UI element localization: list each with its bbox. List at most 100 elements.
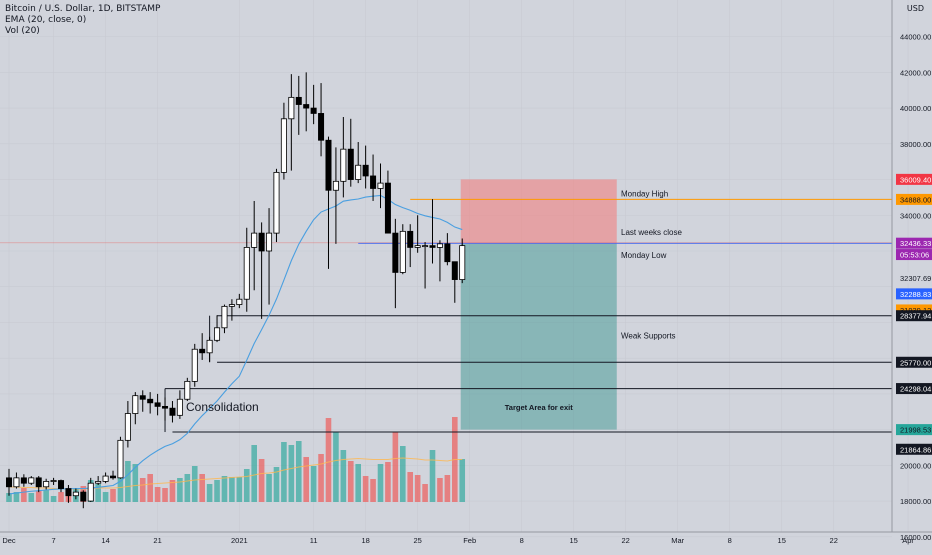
candle-body[interactable] <box>28 477 35 484</box>
volume-bar <box>117 476 124 502</box>
volume-bar <box>191 466 198 502</box>
candle-body[interactable] <box>340 148 347 182</box>
candle-body[interactable] <box>214 327 221 341</box>
x-axis-tick-label: 8 <box>520 536 524 545</box>
candle-body[interactable] <box>370 175 377 189</box>
candle-body[interactable] <box>147 398 154 404</box>
candle-body[interactable] <box>332 180 339 191</box>
candle-body[interactable] <box>407 230 414 248</box>
candle-body[interactable] <box>266 232 273 252</box>
volume-bar <box>318 454 324 502</box>
volume-bar <box>251 445 257 502</box>
tag-32436-bg <box>896 237 932 249</box>
candle-body[interactable] <box>65 488 72 497</box>
candle-body[interactable] <box>384 182 391 234</box>
candle-body[interactable] <box>58 480 65 489</box>
candle-body[interactable] <box>251 232 258 248</box>
candle-body[interactable] <box>243 247 250 300</box>
candle-body[interactable] <box>35 477 42 488</box>
candle-body[interactable] <box>50 480 57 482</box>
candle-body[interactable] <box>414 245 421 248</box>
currency-label[interactable]: USD <box>906 4 924 13</box>
candle-body[interactable] <box>347 148 354 180</box>
candle-body[interactable] <box>325 139 332 191</box>
candle-body[interactable] <box>355 164 362 180</box>
candle-body[interactable] <box>221 305 228 329</box>
candle-body[interactable] <box>117 439 124 479</box>
x-axis-tick-label: Apr <box>902 536 914 545</box>
candle-body[interactable] <box>124 413 131 441</box>
candle-body[interactable] <box>303 104 310 109</box>
candle-body[interactable] <box>451 261 458 280</box>
tag-32436: 32436.33 <box>900 239 931 248</box>
candle-body[interactable] <box>288 96 295 120</box>
volume-bar <box>35 491 42 502</box>
candle-body[interactable] <box>392 232 399 273</box>
candle-body[interactable] <box>139 395 146 400</box>
candle-body[interactable] <box>87 482 94 502</box>
monday-low-label: Monday Low <box>621 251 667 260</box>
candle-body[interactable] <box>80 491 87 502</box>
candle-body[interactable] <box>154 402 161 407</box>
volume-bar <box>362 476 369 502</box>
candle-body[interactable] <box>162 405 169 409</box>
tag-36009: 36009.40 <box>900 175 931 184</box>
candle-body[interactable] <box>429 245 436 248</box>
candle-body[interactable] <box>199 348 206 354</box>
candle-body[interactable] <box>422 245 429 248</box>
volume-bar <box>243 469 250 502</box>
tag-32288-bg <box>896 288 932 300</box>
candle-body[interactable] <box>13 477 20 488</box>
candle-body[interactable] <box>258 232 265 252</box>
candle-body[interactable] <box>318 113 325 141</box>
x-axis-tick-label: 8 <box>728 536 732 545</box>
tag-24298-bg <box>896 383 932 395</box>
target-zone[interactable] <box>460 243 617 430</box>
candle-body[interactable] <box>20 477 27 484</box>
volume-bar <box>169 480 176 502</box>
y-axis-tick-label: 18000.00 <box>900 497 931 506</box>
candle-body[interactable] <box>377 182 384 189</box>
volume-bar <box>206 484 213 502</box>
tag-34888-bg <box>896 193 932 205</box>
volume-indicator-label[interactable]: Vol (20) <box>5 26 40 36</box>
candle-body[interactable] <box>72 491 79 497</box>
tag-28377-bg <box>896 310 932 322</box>
tag-countdown-bg <box>896 249 932 261</box>
volume-bar <box>43 490 49 502</box>
volume-bar <box>273 467 280 502</box>
volume-bar <box>50 496 57 502</box>
candle-body[interactable] <box>236 298 243 305</box>
candle-body[interactable] <box>295 96 302 105</box>
y-axis-tick-label: 16000.00 <box>900 533 931 542</box>
candle-body[interactable] <box>362 164 369 177</box>
candle-body[interactable] <box>176 398 183 416</box>
volume-bar <box>102 492 109 502</box>
candle-body[interactable] <box>132 395 139 414</box>
candle-body[interactable] <box>102 475 109 482</box>
candle-body[interactable] <box>310 107 317 114</box>
candle-body[interactable] <box>169 407 176 416</box>
candle-body[interactable] <box>191 348 198 382</box>
candle-body[interactable] <box>95 481 102 484</box>
volume-bar <box>333 432 339 502</box>
volume-bar <box>110 489 116 502</box>
candle-body[interactable] <box>43 481 50 488</box>
candle-body[interactable] <box>228 304 235 307</box>
candle-body[interactable] <box>459 245 466 280</box>
candle-body[interactable] <box>436 243 443 248</box>
tag-28377: 28377.94 <box>900 312 931 321</box>
candle-body[interactable] <box>273 171 280 234</box>
candle-body[interactable] <box>280 118 287 173</box>
stop-loss-zone[interactable] <box>460 179 617 244</box>
candle-body[interactable] <box>444 243 451 263</box>
candle-body[interactable] <box>6 477 12 488</box>
ema-indicator-label[interactable]: EMA (20, close, 0) <box>5 15 87 25</box>
volume-bar <box>258 459 265 502</box>
candle-body[interactable] <box>206 339 213 354</box>
candle-body[interactable] <box>184 380 191 400</box>
candle-body[interactable] <box>399 230 406 273</box>
candle-body[interactable] <box>110 475 117 479</box>
